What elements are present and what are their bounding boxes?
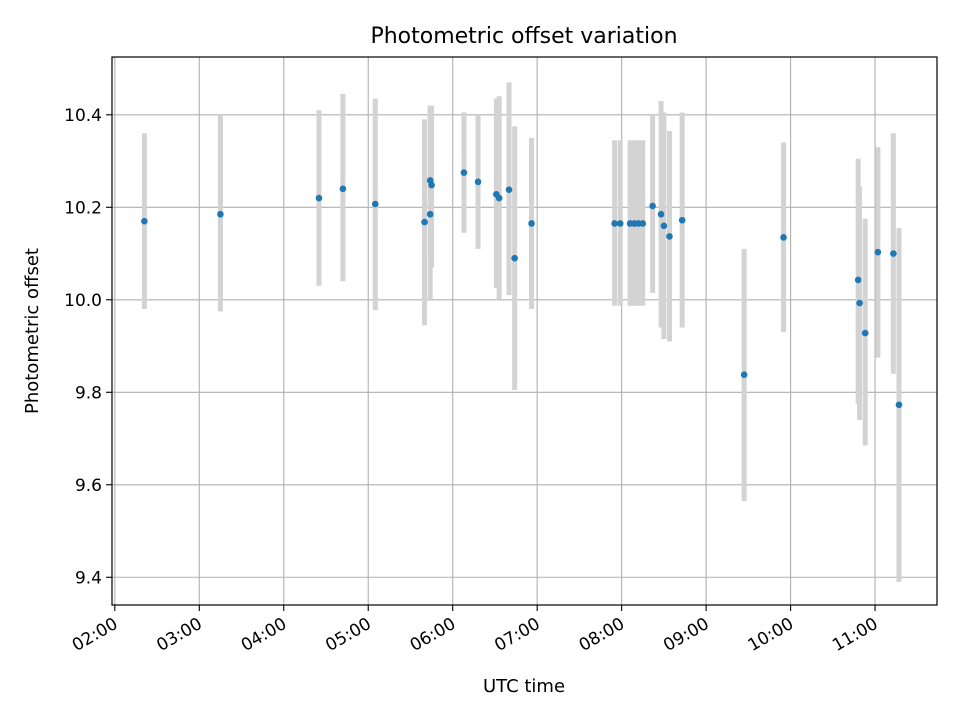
data-point <box>611 220 618 227</box>
data-point <box>657 210 665 218</box>
data-point <box>339 185 347 193</box>
y-tick-label: 9.4 <box>75 568 102 588</box>
y-tick-label: 10.4 <box>64 106 102 126</box>
plot-frame <box>111 56 938 606</box>
y-tick-label: 9.6 <box>75 476 102 496</box>
data-point <box>371 200 379 208</box>
data-point <box>895 401 903 409</box>
data-point <box>854 276 862 284</box>
data-point <box>474 178 482 186</box>
data-point <box>616 220 624 227</box>
data-point <box>780 234 787 241</box>
data-point <box>856 299 863 307</box>
data-point <box>421 218 428 226</box>
data-point <box>890 250 897 257</box>
data-point <box>217 210 224 218</box>
data-point <box>740 371 748 379</box>
data-point <box>660 222 668 230</box>
y-tick-label: 10.2 <box>64 198 102 218</box>
data-point <box>428 181 435 189</box>
data-point <box>649 202 656 210</box>
data-point <box>315 194 323 202</box>
chart-title: Photometric offset variation <box>370 24 677 49</box>
x-axis-label: UTC time <box>483 676 565 697</box>
y-tick-label: 9.8 <box>75 383 102 403</box>
data-point <box>678 216 686 224</box>
data-point <box>426 210 434 218</box>
data-point <box>511 254 518 262</box>
data-point <box>495 194 503 202</box>
y-axis-label: Photometric offset <box>22 248 43 414</box>
data-point <box>460 169 468 176</box>
y-tick-label: 10.0 <box>64 291 102 311</box>
data-point <box>141 217 148 225</box>
grid <box>112 57 937 605</box>
data-point <box>639 220 647 227</box>
data-point <box>505 186 513 194</box>
data-point <box>528 220 535 227</box>
data-point <box>874 248 882 256</box>
data-points <box>141 169 903 409</box>
data-point <box>861 329 869 337</box>
data-point <box>666 233 673 240</box>
